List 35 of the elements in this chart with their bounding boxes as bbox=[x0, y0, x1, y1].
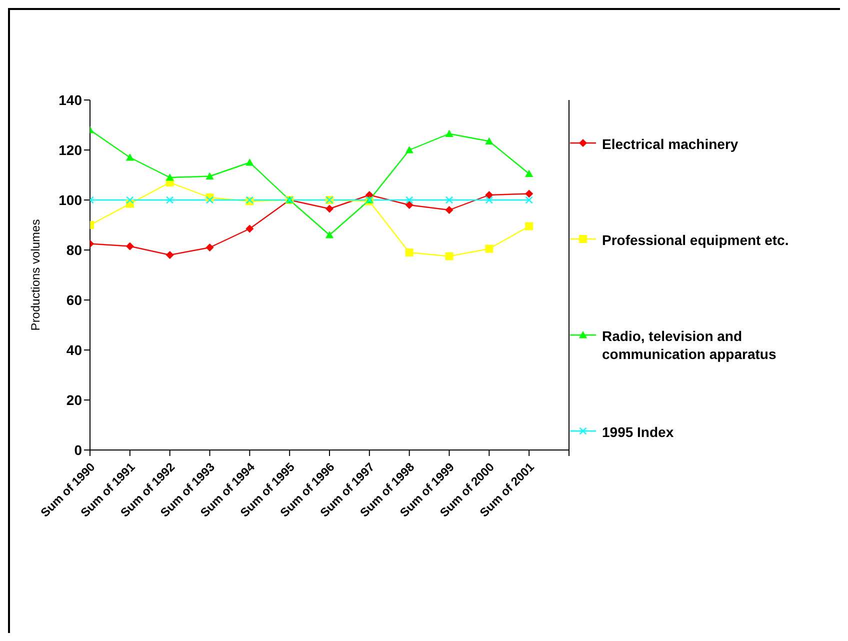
point bbox=[326, 231, 334, 238]
point bbox=[166, 174, 174, 181]
point bbox=[525, 222, 534, 230]
y-tick-label: 100 bbox=[58, 192, 82, 208]
point bbox=[126, 154, 134, 161]
point bbox=[405, 146, 414, 154]
y-tick-label: 60 bbox=[66, 292, 82, 308]
point bbox=[206, 172, 214, 180]
point bbox=[246, 224, 254, 233]
y-axis-title: Productions volumes bbox=[28, 219, 42, 331]
y-tick-label: 0 bbox=[74, 442, 82, 458]
point bbox=[405, 201, 414, 209]
point bbox=[485, 191, 494, 199]
point bbox=[206, 244, 214, 252]
point bbox=[525, 190, 534, 198]
y-tick-label: 140 bbox=[58, 92, 82, 108]
point bbox=[485, 137, 494, 144]
legend-label: Radio, television and communication apparatus bbox=[602, 327, 778, 363]
y-tick-label: 40 bbox=[66, 342, 82, 358]
legend-label: Professional equipment etc. bbox=[602, 231, 790, 249]
legend-label: 1995 Index bbox=[602, 423, 675, 441]
point bbox=[525, 170, 534, 177]
point bbox=[126, 242, 134, 250]
y-tick-label: 20 bbox=[66, 392, 82, 408]
legend-label: Electrical machinery bbox=[602, 135, 740, 153]
point bbox=[445, 252, 454, 260]
point bbox=[445, 130, 454, 137]
y-tick-label: 120 bbox=[58, 142, 82, 158]
point bbox=[485, 244, 494, 253]
point bbox=[405, 248, 414, 256]
point bbox=[445, 206, 454, 214]
point bbox=[166, 251, 174, 259]
point bbox=[246, 158, 254, 166]
point bbox=[326, 204, 334, 213]
y-tick-label: 80 bbox=[66, 242, 82, 258]
